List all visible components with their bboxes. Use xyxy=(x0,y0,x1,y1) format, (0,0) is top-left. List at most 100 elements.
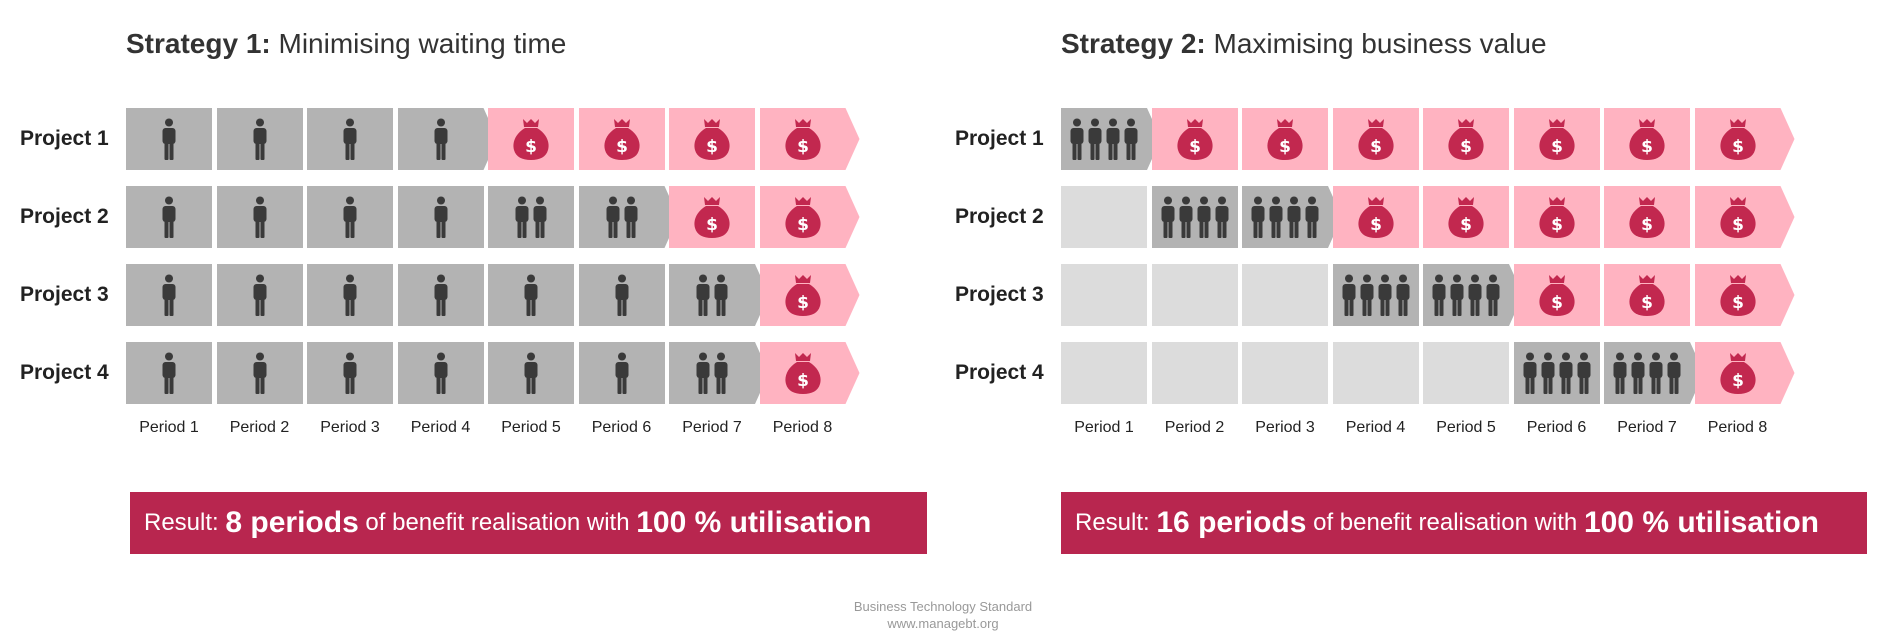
footer-line-2: www.managebt.org xyxy=(887,616,999,631)
person-icon xyxy=(253,274,266,316)
cell-work xyxy=(126,186,212,248)
cell-benefit: $ xyxy=(1332,108,1419,170)
cell-stub xyxy=(1242,342,1328,404)
cell-benefit: $ xyxy=(1242,108,1328,170)
cell-work xyxy=(488,264,574,326)
cell-benefit: $ xyxy=(1604,186,1690,248)
row-label-project-1: Project 1 xyxy=(955,127,1044,150)
svg-text:$: $ xyxy=(797,215,809,235)
strategy-1-title-text: Minimising waiting time xyxy=(278,28,567,59)
person-icon xyxy=(1667,352,1681,394)
strategy-1-title-prefix: Strategy 1: xyxy=(126,28,271,59)
person-icon xyxy=(1577,352,1590,394)
money-bag-icon: $ xyxy=(1629,275,1665,316)
cell-work xyxy=(1061,108,1161,170)
row-label-project-3: Project 3 xyxy=(955,283,1044,306)
person-icon xyxy=(1197,196,1210,238)
result-prefix: Result: xyxy=(144,509,219,536)
cell-benefit: $ xyxy=(1513,108,1600,170)
row-label-project-3: Project 3 xyxy=(20,283,109,306)
period-label-7: Period 7 xyxy=(682,419,742,436)
money-bag-icon: $ xyxy=(603,119,640,160)
cell-work xyxy=(1242,186,1342,248)
cell-benefit: $ xyxy=(669,108,755,170)
cell-work xyxy=(1151,186,1238,248)
cell-work xyxy=(397,342,484,404)
period-label-3: Period 3 xyxy=(1255,419,1315,436)
person-icon xyxy=(615,274,628,316)
person-icon xyxy=(1649,352,1663,394)
money-bag-icon: $ xyxy=(784,275,821,316)
cell-stub xyxy=(1423,342,1509,404)
period-label-4: Period 4 xyxy=(1345,419,1406,436)
person-icon xyxy=(1523,352,1536,394)
person-icon xyxy=(1070,118,1084,160)
person-icon xyxy=(1124,118,1138,160)
cell-stub xyxy=(1332,342,1419,404)
money-bag-icon: $ xyxy=(1538,197,1575,238)
cell-benefit: $ xyxy=(1604,108,1690,170)
cell-benefit: $ xyxy=(759,186,860,248)
person-icon xyxy=(615,352,628,394)
cell-benefit: $ xyxy=(759,108,860,170)
money-bag-icon: $ xyxy=(1719,353,1756,394)
person-icon xyxy=(1305,196,1319,238)
svg-text:$: $ xyxy=(1641,215,1653,235)
svg-text:$: $ xyxy=(797,371,809,391)
svg-text:$: $ xyxy=(616,137,628,157)
cell-work xyxy=(578,264,665,326)
period-label-5: Period 5 xyxy=(501,419,561,436)
person-icon xyxy=(714,352,728,394)
strategy-1-title: Strategy 1: Minimising waiting time xyxy=(126,28,566,60)
money-bag-icon: $ xyxy=(1538,275,1575,316)
cell-work xyxy=(397,186,484,248)
strategy-1-panel: Strategy 1: Minimising waiting time Proj… xyxy=(0,0,927,640)
cell-work xyxy=(488,342,574,404)
svg-text:$: $ xyxy=(1641,293,1653,313)
money-bag-icon: $ xyxy=(784,119,821,160)
cell-work xyxy=(578,342,665,404)
person-icon xyxy=(1631,352,1645,394)
cell-work xyxy=(578,186,679,248)
cell-benefit: $ xyxy=(1694,108,1795,170)
period-label-2: Period 2 xyxy=(1164,419,1225,436)
cell-benefit: $ xyxy=(1694,342,1795,404)
cell-work xyxy=(307,186,393,248)
svg-text:$: $ xyxy=(797,137,809,157)
person-icon xyxy=(696,352,710,394)
row-label-project-4: Project 4 xyxy=(20,361,109,384)
person-icon xyxy=(162,274,176,316)
person-icon xyxy=(1215,196,1228,238)
person-icon xyxy=(434,118,447,160)
period-label-6: Period 6 xyxy=(1526,419,1587,436)
row-label-project-4: Project 4 xyxy=(955,361,1044,384)
cell-benefit: $ xyxy=(1332,186,1419,248)
period-label-1: Period 1 xyxy=(1074,419,1134,436)
period-label-3: Period 3 xyxy=(320,419,380,436)
result-middle: of benefit realisation with xyxy=(365,509,630,536)
person-icon xyxy=(1269,196,1283,238)
person-icon xyxy=(1450,274,1464,316)
period-label-2: Period 2 xyxy=(229,419,290,436)
cell-benefit: $ xyxy=(1513,186,1600,248)
svg-text:$: $ xyxy=(1460,215,1472,235)
cell-benefit: $ xyxy=(578,108,665,170)
svg-text:$: $ xyxy=(1732,371,1744,391)
person-icon xyxy=(1106,118,1120,160)
cell-stub xyxy=(1242,264,1328,326)
person-icon xyxy=(343,196,357,238)
result-prefix: Result: xyxy=(1075,509,1150,536)
svg-text:$: $ xyxy=(797,293,809,313)
svg-text:$: $ xyxy=(706,215,718,235)
money-bag-icon: $ xyxy=(784,197,821,238)
period-label-4: Period 4 xyxy=(410,419,471,436)
person-icon xyxy=(1251,196,1265,238)
person-icon xyxy=(1179,196,1192,238)
money-bag-icon: $ xyxy=(1719,197,1756,238)
strategy-2-title-prefix: Strategy 2: xyxy=(1061,28,1206,59)
cell-benefit: $ xyxy=(1694,186,1795,248)
cell-benefit: $ xyxy=(1694,264,1795,326)
svg-text:$: $ xyxy=(1641,137,1653,157)
person-icon xyxy=(253,352,266,394)
svg-text:$: $ xyxy=(1551,137,1563,157)
